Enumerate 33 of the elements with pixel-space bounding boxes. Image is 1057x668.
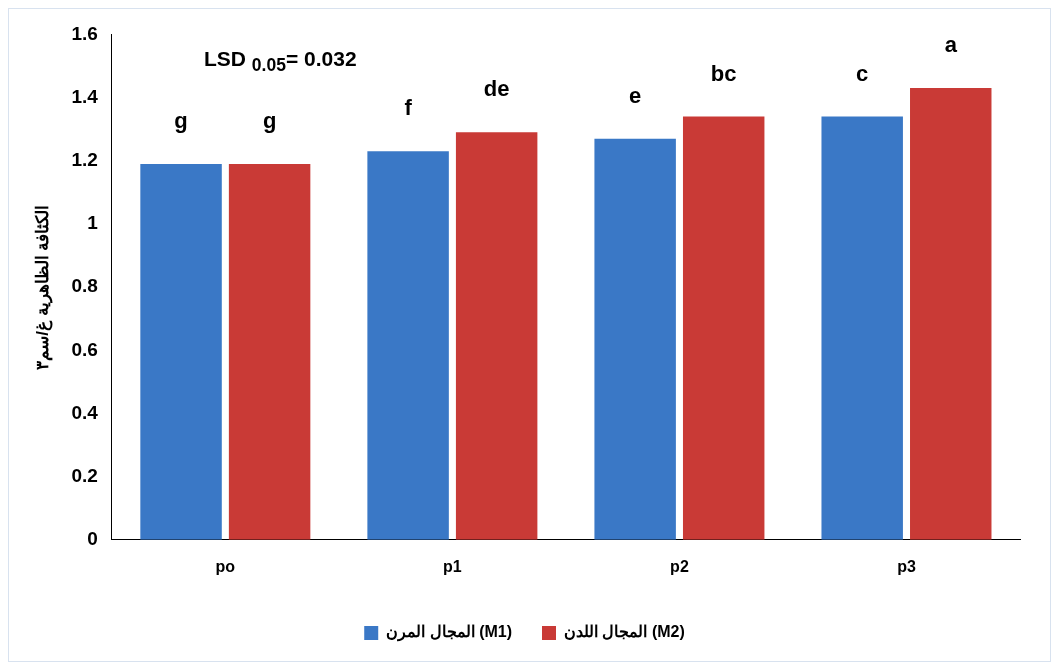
annotation: c <box>856 60 869 86</box>
legend-label: المجال المرن (M1) <box>386 623 513 643</box>
y-tick-label: 0 <box>87 528 98 550</box>
y-tick-label: 0.2 <box>71 464 98 486</box>
bar <box>910 88 992 540</box>
bar <box>821 116 903 540</box>
annotation: f <box>404 95 413 121</box>
bar <box>228 163 311 540</box>
annotation: e <box>629 82 642 108</box>
y-tick-label: 1 <box>87 212 99 234</box>
annotation: de <box>483 76 510 102</box>
y-tick-label: 0.4 <box>71 401 99 423</box>
annotation: g <box>174 107 188 133</box>
bar <box>594 138 676 540</box>
y-tick-label: 1.4 <box>71 85 99 107</box>
bar <box>455 132 538 540</box>
bar <box>682 116 765 540</box>
bar <box>367 151 449 540</box>
annotation: g <box>262 107 277 133</box>
annotation: LSD $_{0.05}$= 0.032 <box>204 47 357 77</box>
y-tick-label: 1.2 <box>71 148 98 170</box>
bar <box>140 163 222 540</box>
y-tick-label: 0.6 <box>71 338 98 360</box>
x-tick-label: p3 <box>897 557 916 575</box>
y-axis-title: الكثافة الظاهرية غ/سم٣ <box>32 204 53 370</box>
x-tick-label: p1 <box>443 557 462 575</box>
annotation: a <box>944 32 958 58</box>
annotation: bc <box>710 60 737 86</box>
legend-label: المجال اللدن (M2) <box>564 623 685 641</box>
x-tick-label: po <box>215 557 236 575</box>
y-tick-label: 0.8 <box>71 275 98 297</box>
y-tick-label: 1.6 <box>71 22 98 44</box>
x-tick-label: p2 <box>670 557 689 575</box>
